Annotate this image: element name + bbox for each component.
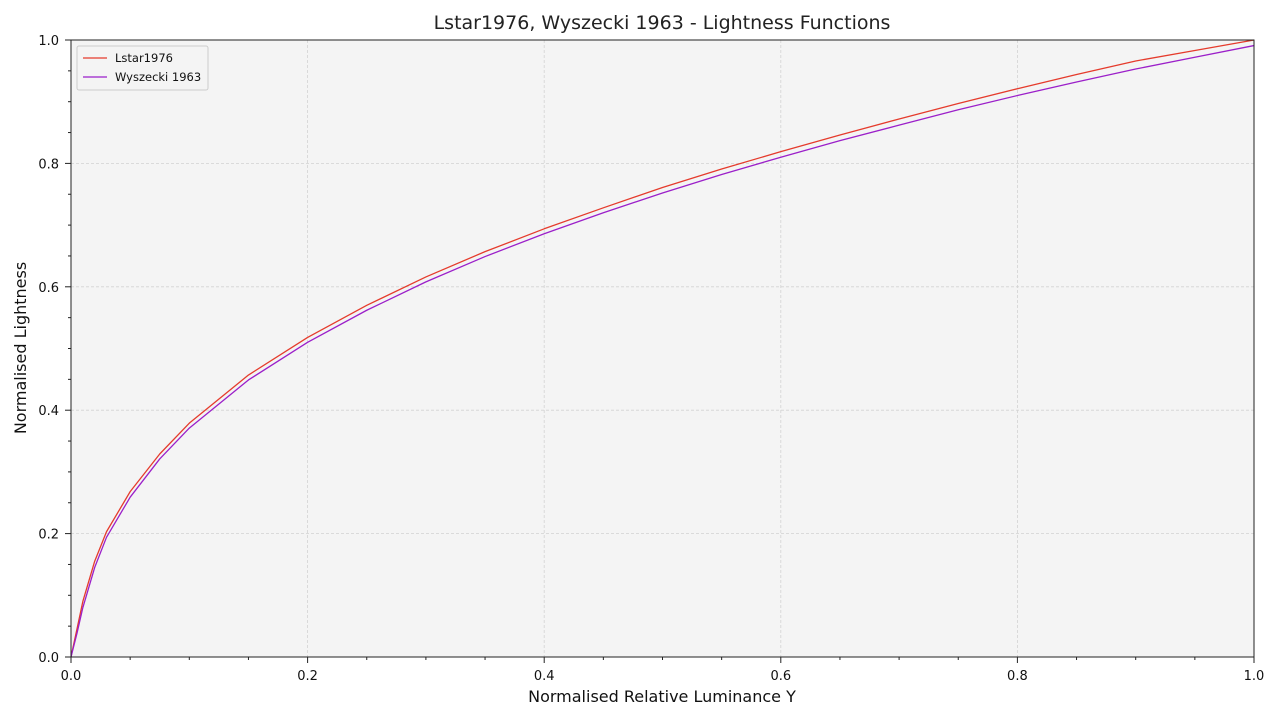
y-tick-label: 0.2 (38, 528, 59, 543)
y-tick-label: 0.0 (38, 651, 59, 666)
y-tick-label: 0.6 (38, 281, 59, 296)
series-line-lstar1976 (70, 39, 1255, 658)
y-tick-label: 1.0 (38, 34, 59, 49)
legend-label-wyszecki-1963: Wyszecki 1963 (115, 70, 201, 84)
grid (71, 40, 1254, 657)
x-tick-label: 0.8 (1007, 669, 1028, 684)
legend: Lstar1976 Wyszecki 1963 (76, 45, 209, 91)
plot-area (71, 40, 1254, 657)
y-tick-label: 0.8 (38, 157, 59, 172)
x-axis-label: Normalised Relative Luminance Y (528, 687, 796, 706)
legend-label-lstar1976: Lstar1976 (115, 51, 173, 65)
x-tick-label: 0.6 (770, 669, 791, 684)
x-tick-label: 0.4 (534, 669, 555, 684)
series-line-wyszecki-1963 (70, 44, 1255, 658)
y-tick-label: 0.4 (38, 404, 59, 419)
y-axis-label: Normalised Lightness (11, 262, 30, 434)
x-tick-label: 1.0 (1244, 669, 1265, 684)
series-layer (70, 39, 1255, 658)
x-tick-label: 0.2 (297, 669, 318, 684)
x-tick-label: 0.0 (61, 669, 82, 684)
legend-box (76, 45, 209, 91)
ticks: 0.0 0.2 0.4 0.6 0.8 1.0 0.0 0.2 0.4 0.6 0.8 1.0 (38, 34, 1264, 684)
chart-title: Lstar1976, Wyszecki 1963 - Lightness Fun… (434, 12, 891, 34)
